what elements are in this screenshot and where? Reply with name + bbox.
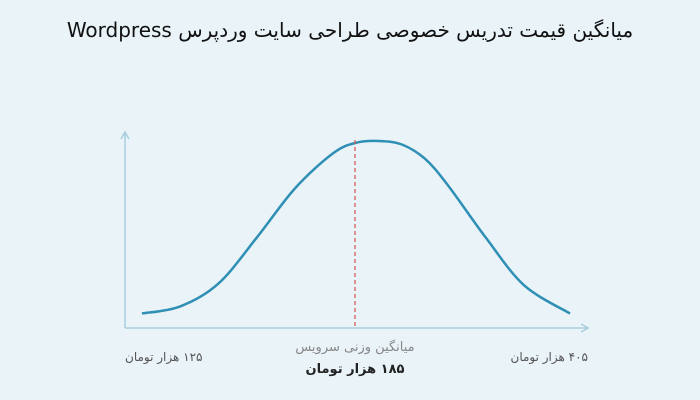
mean-label: میانگین وزنی سرویس [295, 340, 415, 355]
x-min-label: ۱۲۵ هزار تومان [125, 350, 203, 364]
chart-title: میانگین قیمت تدریس خصوصی طراحی سایت وردپ… [66, 18, 634, 42]
x-axis-arrow-icon [580, 323, 590, 333]
x-max-label: ۴۰۵ هزار تومان [510, 350, 589, 364]
y-axis-arrow-icon [120, 130, 130, 140]
mean-value-label: ۱۸۵ هزار تومان [305, 362, 405, 377]
distribution-curve [141, 139, 571, 315]
